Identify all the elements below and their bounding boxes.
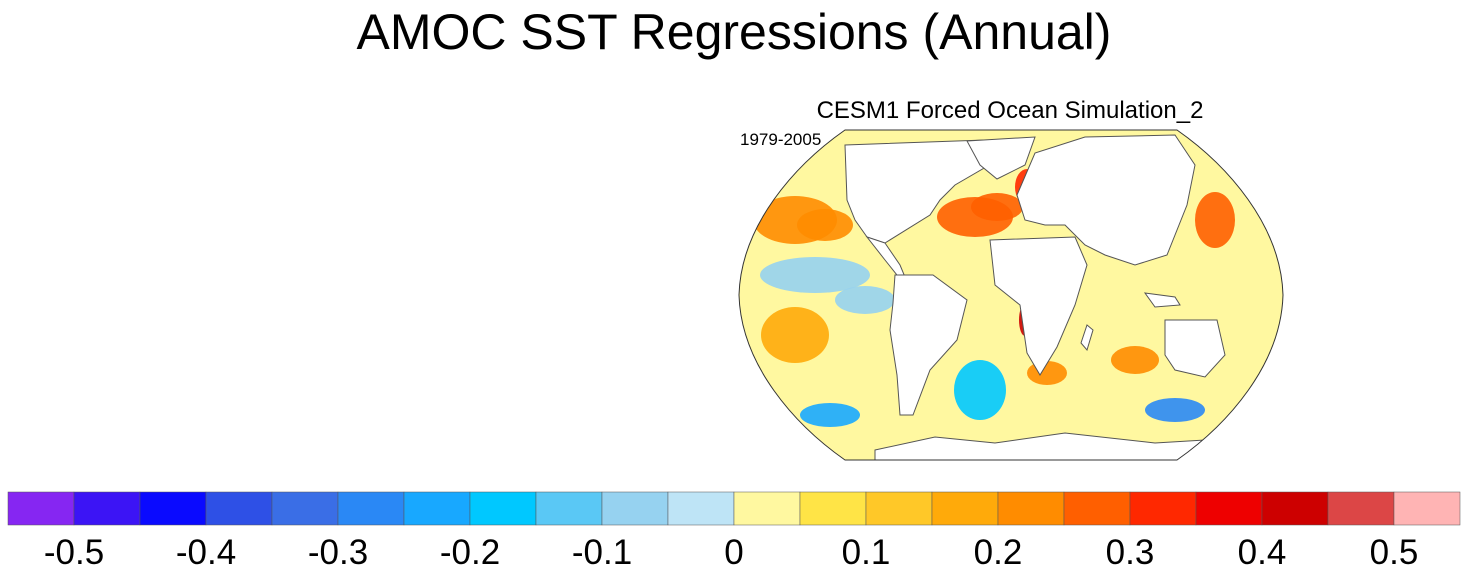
sst-anomaly-northwest-pacific-kuroshio	[1195, 192, 1235, 248]
land-maritime-continent	[1143, 292, 1181, 308]
colorbar-tick-label: 0.4	[1238, 533, 1287, 572]
colorbar-tick-label: -0.1	[572, 533, 632, 572]
colorbar-box	[337, 491, 405, 526]
sst-anomaly-southern-ocean-indian-sector	[1145, 398, 1205, 422]
sst-anomaly-subpolar-north-atlantic-2	[971, 193, 1023, 221]
colorbar-box	[73, 491, 141, 526]
colorbar-box	[1327, 491, 1395, 526]
land-south-america	[889, 274, 968, 416]
colorbar-box	[271, 491, 339, 526]
colorbar-box	[469, 491, 537, 526]
sst-anomaly-southeast-pacific	[761, 307, 829, 363]
colorbar-box	[865, 491, 933, 526]
colorbar-box	[931, 491, 999, 526]
map-outline	[738, 129, 1284, 461]
colorbar-box	[1195, 491, 1263, 526]
land-madagascar	[1080, 324, 1094, 352]
land-australia	[1164, 319, 1226, 378]
colorbar-box	[1261, 491, 1329, 526]
land-greenland	[966, 136, 1036, 180]
colorbar-tick-label: 0	[724, 533, 743, 572]
land-eurasia	[1016, 134, 1196, 266]
colorbar-box	[403, 491, 471, 526]
colorbar-box	[1393, 491, 1461, 526]
sst-anomaly-tropical-eastern-pacific-1	[760, 257, 870, 293]
colorbar-tick-label: -0.4	[176, 533, 236, 572]
colorbar-tick-label: 0.1	[842, 533, 891, 572]
sst-anomaly-tropical-eastern-pacific-2	[835, 286, 895, 314]
colorbar-box	[535, 491, 603, 526]
colorbar-tick-label: 0.2	[974, 533, 1023, 572]
sst-anomaly-southern-ocean-pacific-sector	[800, 403, 860, 427]
colorbar-box	[799, 491, 867, 526]
colorbar-box	[1129, 491, 1197, 526]
map-panel-title: CESM1 Forced Ocean Simulation_2	[816, 97, 1204, 124]
world-map	[738, 129, 1284, 461]
colorbar: -0.5 -0.4 -0.3 -0.2 -0.1 0 0.1 0.2 0.3 0.4 0.5	[7, 491, 1461, 572]
colorbar-box	[7, 491, 75, 526]
chart-title: AMOC SST Regressions (Annual)	[356, 4, 1112, 60]
colorbar-tick-label: 0.5	[1370, 533, 1419, 572]
land-masses	[844, 134, 1237, 460]
colorbar-box	[667, 491, 735, 526]
colorbar-tick-label: -0.2	[440, 533, 500, 572]
land-africa	[989, 236, 1088, 376]
map-period-label: 1979-2005	[740, 130, 822, 149]
colorbar-tick-label: -0.5	[44, 533, 104, 572]
colorbar-box	[601, 491, 669, 526]
colorbar-box	[205, 491, 273, 526]
colorbar-box	[997, 491, 1065, 526]
sst-anomaly-south-indian-ocean-1	[1111, 346, 1159, 374]
colorbar-box	[139, 491, 207, 526]
sst-anomaly-southwest-atlantic-1	[954, 360, 1006, 420]
sst-anomaly-south-indian-ocean-2	[1027, 361, 1067, 385]
sst-anomaly-north-pacific-2	[797, 209, 853, 241]
colorbar-tick-label: -0.3	[308, 533, 368, 572]
colorbar-tick-label: 0.3	[1106, 533, 1155, 572]
colorbar-box	[1063, 491, 1131, 526]
colorbar-box	[733, 491, 801, 526]
land-antarctica	[874, 432, 1237, 460]
